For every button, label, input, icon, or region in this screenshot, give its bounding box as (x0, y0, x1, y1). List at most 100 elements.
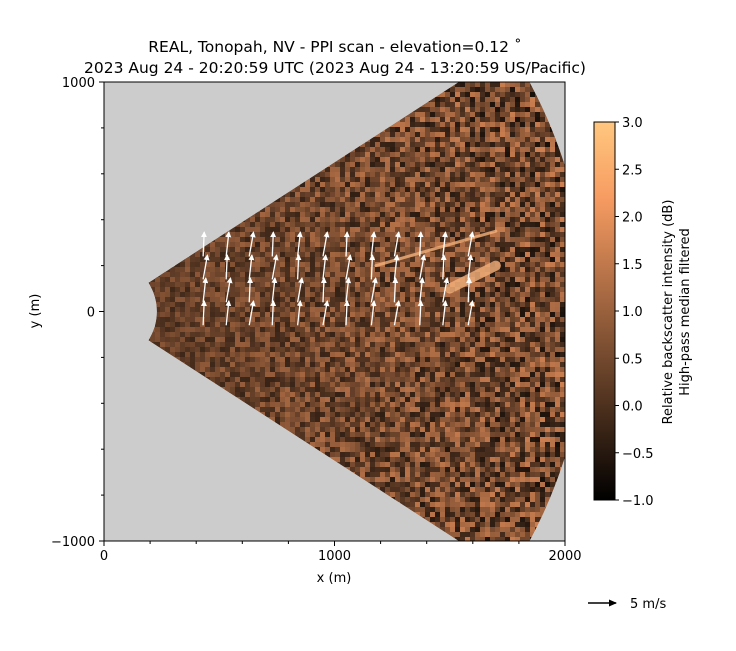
backscatter-cell (325, 187, 330, 192)
backscatter-cell (395, 417, 400, 422)
backscatter-cell (465, 327, 470, 332)
backscatter-cell (535, 222, 540, 227)
backscatter-cell (445, 112, 450, 117)
backscatter-cell (295, 382, 300, 387)
backscatter-cell (495, 317, 500, 322)
backscatter-cell (505, 132, 510, 137)
backscatter-cell (460, 187, 465, 192)
backscatter-cell (480, 147, 485, 152)
backscatter-cell (420, 327, 425, 332)
backscatter-cell (385, 427, 390, 432)
backscatter-cell (515, 87, 520, 92)
backscatter-cell (215, 372, 220, 377)
backscatter-cell (205, 282, 210, 287)
backscatter-cell (480, 242, 485, 247)
backscatter-cell (390, 222, 395, 227)
backscatter-cell (510, 342, 515, 347)
backscatter-cell (435, 372, 440, 377)
backscatter-cell (260, 377, 265, 382)
backscatter-cell (335, 332, 340, 337)
backscatter-cell (455, 147, 460, 152)
backscatter-cell (355, 307, 360, 312)
backscatter-cell (245, 292, 250, 297)
backscatter-cell (370, 222, 375, 227)
backscatter-cell (480, 87, 485, 92)
backscatter-cell (305, 207, 310, 212)
backscatter-cell (490, 272, 495, 277)
backscatter-cell (480, 97, 485, 102)
backscatter-cell (490, 317, 495, 322)
backscatter-cell (540, 142, 545, 147)
backscatter-cell (520, 347, 525, 352)
backscatter-cell (290, 367, 295, 372)
backscatter-cell (490, 362, 495, 367)
backscatter-cell (265, 382, 270, 387)
backscatter-cell (530, 197, 535, 202)
backscatter-cell (395, 387, 400, 392)
backscatter-cell (365, 332, 370, 337)
backscatter-cell (435, 227, 440, 232)
backscatter-cell (300, 242, 305, 247)
backscatter-cell (465, 152, 470, 157)
backscatter-cell (375, 182, 380, 187)
backscatter-cell (505, 177, 510, 182)
backscatter-cell (355, 467, 360, 472)
backscatter-cell (520, 302, 525, 307)
backscatter-cell (360, 237, 365, 242)
backscatter-cell (420, 437, 425, 442)
backscatter-cell (515, 112, 520, 117)
backscatter-cell (375, 222, 380, 227)
backscatter-cell (430, 267, 435, 272)
backscatter-cell (315, 397, 320, 402)
backscatter-cell (405, 457, 410, 462)
backscatter-cell (415, 317, 420, 322)
backscatter-cell (520, 537, 525, 541)
backscatter-cell (465, 512, 470, 517)
backscatter-cell (470, 352, 475, 357)
backscatter-cell (510, 257, 515, 262)
backscatter-cell (175, 327, 180, 332)
backscatter-cell (435, 147, 440, 152)
backscatter-cell (470, 287, 475, 292)
backscatter-cell (365, 357, 370, 362)
backscatter-cell (305, 407, 310, 412)
backscatter-cell (500, 102, 505, 107)
backscatter-cell (520, 377, 525, 382)
backscatter-cell (520, 467, 525, 472)
backscatter-cell (460, 397, 465, 402)
backscatter-cell (455, 82, 460, 87)
backscatter-cell (205, 262, 210, 267)
backscatter-cell (205, 372, 210, 377)
backscatter-cell (225, 352, 230, 357)
backscatter-cell (350, 367, 355, 372)
backscatter-cell (455, 497, 460, 502)
backscatter-cell (400, 307, 405, 312)
backscatter-cell (515, 82, 520, 87)
backscatter-cell (490, 407, 495, 412)
backscatter-cell (365, 352, 370, 357)
backscatter-cell (460, 292, 465, 297)
backscatter-cell (210, 267, 215, 272)
backscatter-cell (435, 217, 440, 222)
backscatter-cell (415, 112, 420, 117)
backscatter-cell (450, 267, 455, 272)
backscatter-cell (395, 432, 400, 437)
backscatter-cell (255, 337, 260, 342)
backscatter-cell (300, 407, 305, 412)
backscatter-cell (455, 262, 460, 267)
backscatter-cell (505, 482, 510, 487)
backscatter-cell (505, 467, 510, 472)
backscatter-cell (360, 432, 365, 437)
backscatter-cell (405, 272, 410, 277)
backscatter-cell (310, 357, 315, 362)
backscatter-cell (370, 402, 375, 407)
backscatter-cell (375, 172, 380, 177)
backscatter-cell (365, 227, 370, 232)
backscatter-cell (520, 212, 525, 217)
backscatter-cell (390, 477, 395, 482)
backscatter-cell (530, 407, 535, 412)
backscatter-cell (150, 337, 155, 342)
backscatter-cell (415, 217, 420, 222)
backscatter-cell (415, 247, 420, 252)
backscatter-cell (155, 342, 160, 347)
